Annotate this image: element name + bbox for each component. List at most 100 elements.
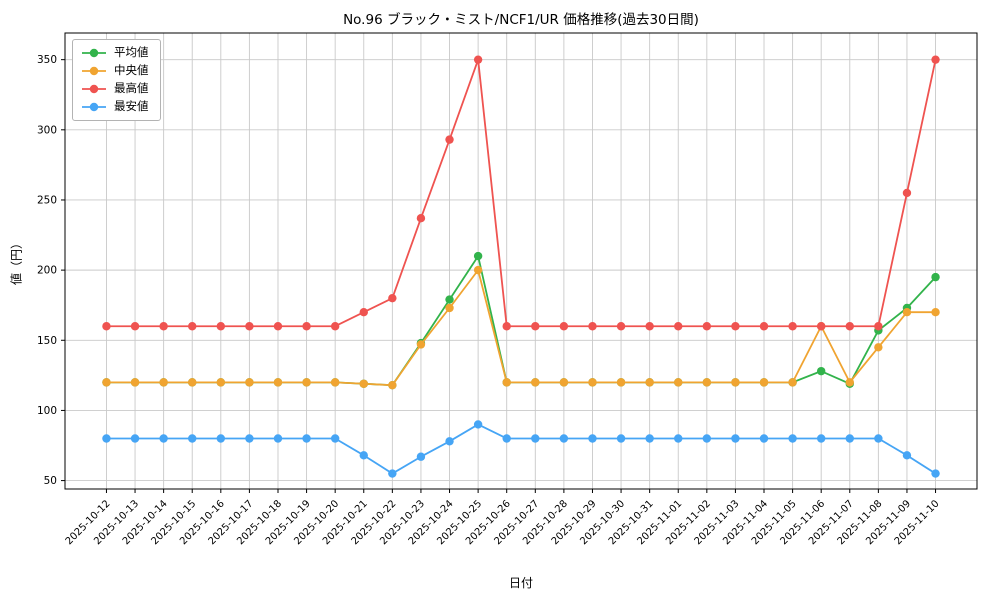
data-point bbox=[273, 378, 283, 387]
legend-label: 平均値 bbox=[114, 45, 149, 60]
y-axis-label: 値（円） bbox=[9, 236, 24, 286]
data-point bbox=[473, 420, 483, 429]
data-point bbox=[473, 265, 483, 275]
data-point bbox=[502, 378, 511, 387]
data-point bbox=[245, 378, 254, 387]
data-point bbox=[588, 434, 597, 443]
data-point bbox=[759, 322, 769, 331]
series-line-2 bbox=[106, 58, 937, 328]
legend: 平均値中央値最高値最安値 bbox=[72, 39, 161, 121]
data-point bbox=[359, 451, 368, 460]
data-point bbox=[245, 322, 254, 331]
data-point bbox=[416, 340, 426, 349]
data-point bbox=[645, 322, 654, 331]
data-point bbox=[531, 378, 540, 387]
data-point bbox=[330, 322, 340, 331]
data-point bbox=[731, 434, 740, 443]
data-point bbox=[302, 434, 311, 443]
data-point bbox=[416, 214, 426, 223]
data-point bbox=[159, 378, 168, 387]
data-point bbox=[931, 308, 940, 317]
data-point bbox=[902, 308, 912, 317]
data-point bbox=[588, 322, 597, 331]
legend-item-1: 中央値 bbox=[81, 65, 149, 77]
data-point bbox=[702, 322, 712, 331]
data-point bbox=[502, 434, 511, 443]
data-point bbox=[188, 322, 197, 331]
data-point bbox=[388, 293, 397, 303]
legend-item-0: 平均値 bbox=[81, 47, 149, 59]
data-point bbox=[759, 434, 769, 443]
data-point bbox=[502, 322, 511, 331]
series-line-1 bbox=[106, 269, 936, 387]
data-point bbox=[445, 303, 454, 313]
y-tick-label: 300 bbox=[37, 124, 57, 136]
data-point bbox=[645, 434, 654, 443]
y-tick-label: 50 bbox=[44, 475, 57, 487]
data-point bbox=[559, 322, 569, 331]
data-point bbox=[874, 343, 883, 352]
legend-marker-icon bbox=[82, 48, 106, 58]
data-point bbox=[245, 434, 254, 443]
legend-label: 最高値 bbox=[114, 81, 149, 96]
data-point bbox=[874, 322, 883, 331]
data-point bbox=[674, 378, 683, 387]
y-tick-label: 350 bbox=[37, 54, 57, 66]
data-point bbox=[531, 322, 540, 331]
data-point bbox=[445, 135, 454, 144]
data-point bbox=[216, 378, 226, 387]
data-point bbox=[645, 378, 654, 387]
data-point bbox=[473, 55, 483, 64]
data-point bbox=[188, 378, 197, 387]
legend-label: 中央値 bbox=[114, 63, 149, 78]
data-point bbox=[302, 322, 311, 331]
data-point bbox=[130, 378, 140, 387]
data-point bbox=[302, 378, 311, 387]
data-point bbox=[616, 322, 626, 331]
legend-marker-icon bbox=[82, 84, 106, 94]
data-point bbox=[816, 366, 826, 376]
data-point bbox=[816, 322, 826, 331]
data-point bbox=[931, 469, 940, 478]
data-point bbox=[702, 378, 712, 387]
data-point bbox=[473, 251, 483, 261]
data-point bbox=[388, 469, 397, 478]
data-point bbox=[874, 434, 883, 443]
data-point bbox=[931, 272, 940, 282]
data-point bbox=[159, 322, 168, 331]
data-point bbox=[674, 322, 683, 331]
legend-marker-icon bbox=[82, 66, 106, 76]
data-point bbox=[102, 378, 111, 387]
plot-border bbox=[64, 32, 978, 490]
data-point bbox=[759, 378, 769, 387]
data-point bbox=[188, 434, 197, 443]
y-tick-label: 150 bbox=[37, 335, 57, 347]
data-point bbox=[902, 451, 912, 460]
data-point bbox=[273, 322, 283, 331]
data-point bbox=[330, 378, 340, 387]
legend-item-2: 最高値 bbox=[81, 83, 149, 95]
data-point bbox=[359, 308, 368, 317]
data-point bbox=[616, 434, 626, 443]
legend-label: 最安値 bbox=[114, 99, 149, 114]
y-tick-label: 200 bbox=[37, 265, 57, 277]
data-point bbox=[388, 380, 397, 390]
data-point bbox=[416, 452, 426, 461]
data-point bbox=[731, 378, 740, 387]
data-point bbox=[902, 188, 912, 198]
data-point bbox=[102, 322, 111, 331]
data-point bbox=[788, 378, 797, 387]
data-point bbox=[130, 322, 140, 331]
data-point bbox=[845, 434, 854, 443]
data-point bbox=[788, 434, 797, 443]
data-point bbox=[330, 434, 340, 443]
legend-item-3: 最安値 bbox=[81, 101, 149, 113]
data-point bbox=[816, 434, 826, 443]
data-point bbox=[559, 378, 569, 387]
series-line-3 bbox=[106, 423, 937, 475]
data-point bbox=[159, 434, 168, 443]
data-point bbox=[788, 322, 797, 331]
data-point bbox=[731, 322, 740, 331]
